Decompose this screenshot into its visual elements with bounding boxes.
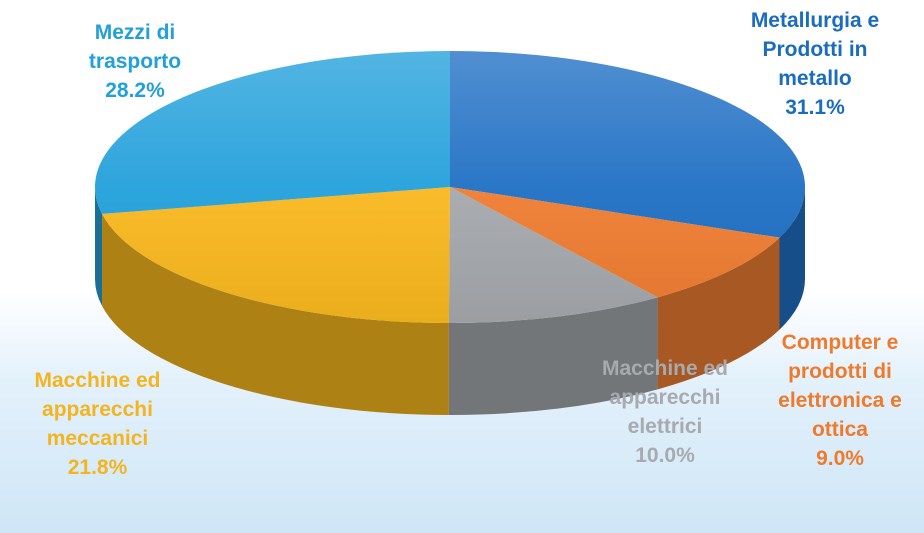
slice-label-meccanici: Macchine ed apparecchi meccanici 21.8%	[5, 366, 190, 482]
slice-label-line: Prodotti in	[762, 38, 868, 61]
slice-label-line: apparecchi	[42, 398, 153, 421]
slice-label-line: elettrici	[627, 415, 703, 438]
slice-label-trasporto: Mezzi di trasporto 28.2%	[55, 18, 215, 105]
slice-value-label: 28.2%	[105, 79, 165, 102]
slice-label-line: Computer e	[781, 331, 899, 354]
slice-value-label: 31.1%	[785, 96, 845, 119]
slice-label-elettrici: Macchine ed apparecchi elettrici 10.0%	[575, 354, 755, 470]
pie-slice-side	[448, 297, 658, 416]
slice-label-line: prodotti di	[788, 360, 892, 383]
slice-value-label: 9.0%	[816, 447, 864, 470]
slice-label-computer: Computer e prodotti di elettronica e ott…	[755, 328, 924, 473]
slice-label-line: trasporto	[88, 50, 182, 73]
slice-label-line: meccanici	[46, 427, 149, 450]
slice-label-line: Mezzi di	[94, 21, 176, 44]
slice-label-line: elettronica e	[778, 389, 902, 412]
slice-label-line: apparecchi	[609, 386, 721, 409]
slice-value-label: 21.8%	[67, 456, 128, 479]
slice-label-line: metallo	[778, 67, 852, 90]
slice-label-line: Metallurgia e	[750, 9, 880, 32]
slice-label-line: ottica	[811, 418, 868, 441]
slice-label-line: Macchine ed	[34, 369, 161, 392]
slice-value-label: 10.0%	[635, 444, 695, 467]
slice-label-metallurgia: Metallurgia e Prodotti in metallo 31.1%	[720, 6, 910, 122]
slice-label-line: Macchine ed	[601, 357, 729, 380]
